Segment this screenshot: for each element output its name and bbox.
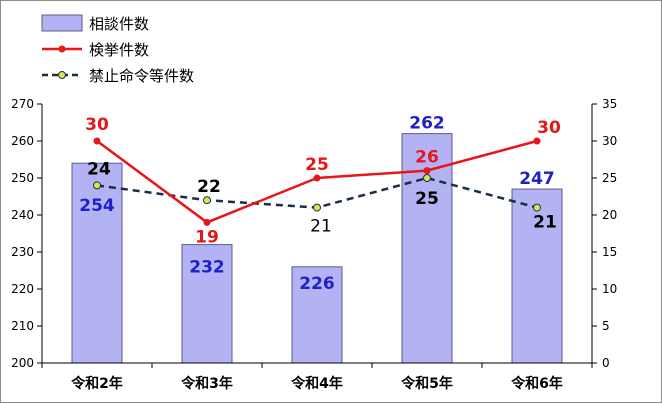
legend-dashed-marker bbox=[58, 71, 66, 79]
x-tick-label: 令和6年 bbox=[510, 375, 563, 392]
point-orders bbox=[533, 203, 541, 212]
y-left-tick-label: 260 bbox=[11, 134, 34, 148]
legend: 相談件数 検挙件数 禁止命令等件数 bbox=[41, 14, 194, 85]
data-label-arrests: 26 bbox=[415, 148, 439, 168]
point-arrests bbox=[423, 167, 431, 175]
y-right-tick-label: 10 bbox=[602, 282, 617, 296]
point-arrests bbox=[203, 218, 211, 226]
legend-label-orders: 禁止命令等件数 bbox=[89, 67, 194, 85]
y-left-tick-label: 230 bbox=[11, 245, 34, 259]
legend-label-arrests: 検挙件数 bbox=[89, 41, 149, 59]
data-label-orders: 24 bbox=[87, 159, 111, 179]
legend-line-marker bbox=[58, 45, 66, 53]
y-right-tick-label: 5 bbox=[602, 319, 610, 333]
data-label-arrests: 25 bbox=[305, 155, 329, 175]
data-label-consultations: 262 bbox=[409, 114, 445, 134]
x-tick-label: 令和3年 bbox=[180, 375, 233, 392]
y-left-tick-label: 240 bbox=[11, 208, 34, 222]
data-label-consultations: 254 bbox=[79, 196, 115, 216]
bar bbox=[181, 244, 233, 364]
data-label-arrests: 30 bbox=[85, 115, 109, 135]
y-right-tick-label: 20 bbox=[602, 208, 617, 222]
point-arrests bbox=[313, 174, 321, 182]
y-right-tick-label: 30 bbox=[602, 134, 617, 148]
data-label-orders: 21 bbox=[533, 213, 557, 233]
data-label-arrests: 19 bbox=[195, 227, 219, 247]
point-orders bbox=[93, 181, 101, 190]
point-orders bbox=[423, 174, 431, 182]
y-right-tick-label: 0 bbox=[602, 356, 610, 370]
x-tick-label: 令和2年 bbox=[70, 375, 123, 392]
y-left-tick-label: 270 bbox=[11, 97, 34, 111]
point-orders bbox=[313, 203, 321, 212]
point-arrests bbox=[93, 137, 101, 145]
y-left-tick-label: 210 bbox=[11, 319, 34, 333]
data-label-orders: 25 bbox=[415, 189, 439, 209]
legend-bar-swatch bbox=[41, 14, 83, 32]
bar bbox=[71, 162, 123, 364]
plot-area: 200 210 220 230 240 250 260 270 0 5 10 15 20 25 30 35 令和… bbox=[11, 97, 617, 392]
data-label-arrests: 30 bbox=[537, 118, 561, 138]
data-label-orders: 22 bbox=[197, 177, 221, 197]
y-right-tick-label: 25 bbox=[602, 171, 617, 185]
point-arrests bbox=[533, 137, 541, 145]
legend-label-consultations: 相談件数 bbox=[89, 15, 149, 33]
data-label-orders: 21 bbox=[310, 217, 332, 237]
x-tick-label: 令和4年 bbox=[290, 375, 343, 392]
y-left-tick-label: 200 bbox=[11, 356, 34, 370]
bar bbox=[511, 188, 563, 364]
y-right-tick-label: 15 bbox=[602, 245, 617, 259]
y-left-tick-label: 250 bbox=[11, 171, 34, 185]
x-tick-label: 令和5年 bbox=[400, 375, 453, 392]
point-orders bbox=[203, 196, 211, 205]
data-label-consultations: 232 bbox=[189, 258, 225, 278]
y-right-tick-label: 35 bbox=[602, 97, 617, 111]
y-left-tick-label: 220 bbox=[11, 282, 34, 296]
data-label-consultations: 226 bbox=[299, 274, 335, 294]
data-label-consultations: 247 bbox=[519, 169, 555, 189]
series-line-orders bbox=[96, 176, 538, 209]
